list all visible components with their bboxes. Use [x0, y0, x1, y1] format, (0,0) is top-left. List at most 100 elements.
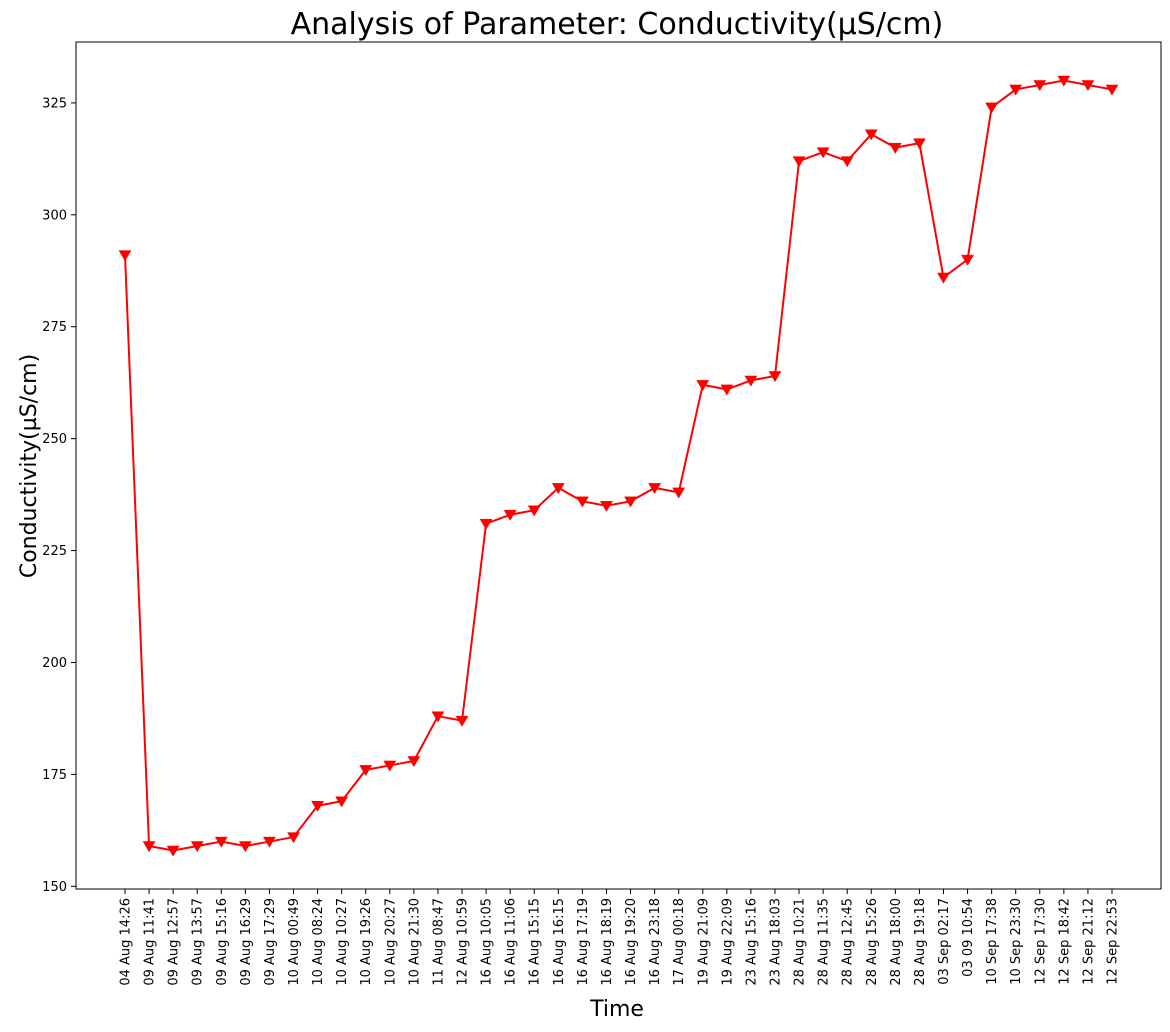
data-point-marker — [816, 147, 830, 159]
x-tick-label: 16 Aug 11:06 — [504, 898, 519, 986]
y-tick-label: 200 — [42, 656, 67, 671]
data-point-marker — [166, 845, 180, 857]
x-tick-label: 16 Aug 18:19 — [600, 898, 615, 986]
y-tick-label: 225 — [42, 544, 67, 559]
x-tick-label: 12 Sep 17:30 — [1033, 898, 1048, 985]
data-point-marker — [792, 156, 806, 168]
data-point-marker — [1057, 75, 1071, 87]
data-point-marker — [479, 518, 493, 530]
data-point-marker — [912, 138, 926, 150]
data-point-marker — [768, 371, 782, 383]
x-tick-label: 28 Aug 15:26 — [865, 898, 880, 986]
data-point-marker — [600, 501, 613, 512]
data-point-marker — [888, 142, 902, 154]
y-tick-label: 150 — [42, 880, 67, 895]
data-point-marker — [985, 102, 999, 114]
x-tick-label: 10 Aug 08:24 — [311, 898, 326, 986]
data-point-marker — [287, 832, 300, 844]
data-point-marker — [335, 796, 349, 808]
data-point-marker — [648, 483, 662, 495]
y-tick-label: 300 — [42, 208, 67, 223]
data-point-marker — [263, 836, 276, 848]
data-point-marker — [142, 841, 156, 853]
x-tick-label: 03 Sep 02:17 — [937, 898, 952, 985]
x-tick-label: 09 Aug 12:57 — [167, 898, 182, 986]
y-axis: 150 175 200 225 250 275 300 325 — [42, 96, 76, 895]
x-tick-label: 19 Aug 21:09 — [696, 898, 711, 986]
y-axis-label: Conductivity(µS/cm) — [17, 354, 42, 578]
x-tick-label: 04 Aug 14:26 — [119, 898, 134, 986]
data-point-marker — [1033, 80, 1047, 92]
data-point-marker — [840, 156, 854, 168]
x-tick-label: 19 Aug 22:09 — [720, 898, 735, 986]
data-point-marker — [744, 375, 758, 387]
data-point-marker — [1105, 84, 1119, 96]
x-axis-label: Time — [589, 997, 644, 1022]
data-point-marker — [311, 800, 325, 812]
chart-title: Analysis of Parameter: Conductivity(µS/c… — [291, 7, 944, 42]
data-point-marker — [720, 384, 734, 396]
x-tick-label: 28 Aug 12:45 — [841, 898, 856, 986]
x-tick-label: 28 Aug 18:00 — [889, 898, 904, 986]
data-point-marker — [383, 760, 397, 772]
x-tick-label: 10 Aug 20:27 — [383, 898, 398, 986]
x-tick-label: 09 Aug 15:16 — [215, 898, 230, 986]
x-tick-label: 23 Aug 15:16 — [744, 898, 759, 986]
x-tick-label: 10 Sep 17:38 — [985, 898, 1000, 985]
data-point-marker — [527, 505, 541, 517]
x-tick-label: 10 Aug 19:26 — [359, 898, 374, 986]
y-tick-label: 275 — [42, 320, 67, 335]
plot-frame — [75, 41, 1162, 890]
x-tick-label: 16 Aug 17:19 — [576, 898, 591, 986]
x-tick-label: 16 Aug 16:15 — [552, 898, 567, 986]
x-tick-label: 28 Aug 11:35 — [817, 898, 832, 986]
x-tick-label: 09 Aug 16:29 — [239, 898, 254, 986]
x-tick-label: 09 Aug 13:57 — [191, 898, 206, 986]
x-tick-label: 12 Sep 21:12 — [1081, 898, 1096, 985]
data-point-marker — [672, 487, 686, 499]
data-point-marker — [937, 272, 950, 284]
x-tick-label: 23 Aug 18:03 — [768, 898, 783, 986]
data-point-marker — [575, 496, 589, 508]
data-point-marker — [961, 254, 974, 266]
x-tick-label: 03 09 10:54 — [961, 898, 976, 977]
y-tick-label: 325 — [42, 96, 67, 111]
data-point-marker — [624, 496, 637, 508]
series-line — [124, 79, 1113, 852]
data-point-marker — [696, 380, 710, 392]
x-tick-label: 12 Aug 10:59 — [456, 898, 471, 986]
x-tick-label: 10 Sep 23:30 — [1009, 898, 1024, 985]
x-tick-label: 28 Aug 19:18 — [913, 898, 928, 986]
x-tick-label: 09 Aug 11:41 — [143, 898, 158, 986]
x-tick-label: 16 Aug 19:20 — [624, 898, 639, 986]
data-point-marker — [1009, 84, 1023, 96]
x-axis: 04 Aug 14:26 09 Aug 11:41 09 Aug 12:57 09 A… — [119, 889, 1121, 986]
y-tick-label: 250 — [42, 432, 67, 447]
plot-area — [118, 75, 1119, 857]
data-point-marker — [431, 711, 445, 723]
data-point-marker — [359, 765, 373, 777]
data-point-marker — [407, 756, 421, 768]
x-tick-label: 17 Aug 00:18 — [672, 898, 687, 986]
data-point-marker — [118, 250, 132, 262]
x-tick-label: 16 Aug 15:15 — [528, 898, 543, 986]
data-point-marker — [503, 509, 517, 521]
data-point-marker — [1081, 80, 1095, 92]
x-tick-label: 12 Sep 18:42 — [1057, 898, 1072, 985]
y-tick-label: 175 — [42, 768, 67, 783]
data-point-marker — [214, 836, 228, 848]
x-tick-label: 16 Aug 10:05 — [480, 898, 495, 986]
x-tick-label: 10 Aug 10:27 — [335, 898, 350, 986]
x-tick-label: 11 Aug 08:47 — [431, 898, 446, 986]
x-tick-label: 16 Aug 23:18 — [648, 898, 663, 986]
x-tick-label: 28 Aug 10:21 — [793, 898, 808, 986]
data-point-marker — [455, 715, 469, 727]
data-point-marker — [864, 129, 878, 141]
data-point-marker — [551, 483, 565, 495]
x-tick-label: 09 Aug 17:29 — [263, 898, 278, 986]
x-tick-label: 10 Aug 21:30 — [407, 898, 422, 986]
data-point-marker — [190, 841, 204, 853]
data-point-marker — [238, 841, 252, 853]
x-tick-label: 12 Sep 22:53 — [1106, 898, 1121, 985]
